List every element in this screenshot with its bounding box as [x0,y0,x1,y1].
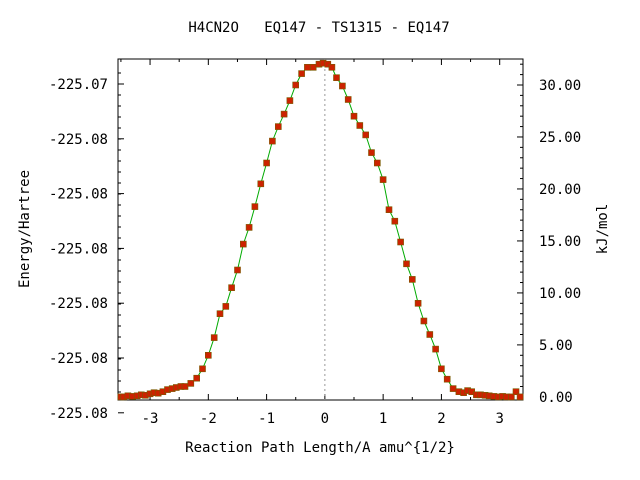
data-point [391,217,399,225]
data-point [280,110,288,118]
x-tick-label: -2 [200,411,217,427]
data-point [234,266,241,274]
x-tick-label: 2 [437,411,445,427]
data-point [263,159,270,167]
data-point [443,375,451,383]
data-point [507,393,515,401]
y2-tick-label: 15.00 [539,234,581,250]
data-point [228,284,235,292]
data-point [298,70,305,77]
data-point [222,303,230,310]
data-point [304,64,311,71]
x-tick-label: 3 [495,411,503,427]
data-point [251,203,259,210]
data-point [309,64,317,71]
data-point [328,64,336,71]
data-point [432,345,439,353]
data-point [373,159,381,167]
y2-tick-label: 10.00 [539,286,581,302]
y-tick-label: -225.08 [49,132,108,148]
chart-title: H4CN2O EQ147 - TS1315 - EQ147 [188,20,449,36]
y2-tick-label: 30.00 [539,78,581,94]
data-point [269,137,276,145]
data-point [362,131,370,139]
y2-tick-label: 0.00 [539,390,573,406]
data-point [408,276,416,283]
y-tick-label: -225.07 [49,77,108,93]
ticks-layer: -3 -2 -1 0 1 2 30.005.0010.0015.0020.0025.0030… [49,59,581,427]
data-point [426,331,434,338]
data-point [257,180,265,188]
data-point [205,351,212,359]
data-point [240,240,247,248]
data-point [286,97,294,104]
x-tick-label: -3 [142,411,159,427]
data-point [356,122,364,129]
data-point [512,388,520,396]
x-tick-label: 1 [379,411,387,427]
plot-frame [117,58,524,401]
data-point [216,310,224,318]
data-point [274,123,282,130]
data-point [379,176,387,183]
data-point [449,385,457,392]
energy-profile-line [120,62,521,398]
y-tick-label: -225.08 [49,351,108,367]
y-tick-label: -225.08 [49,406,108,422]
y2-tick-label: 5.00 [539,338,573,354]
data-point [385,206,393,213]
data-point [187,380,195,387]
data-point [368,149,375,156]
data-point [397,238,404,246]
x-tick-label: 0 [321,411,329,427]
y2-axis-label: kJ/mol [595,204,611,255]
y-axis-label: Energy/Hartree [17,170,33,288]
y-tick-label: -225.08 [49,187,108,203]
data-point [438,365,445,373]
y2-tick-label: 20.00 [539,182,581,198]
y-tick-label: -225.08 [49,296,108,312]
x-tick-label: -1 [258,411,275,427]
data-point [420,317,428,325]
data-point [210,334,218,341]
data-point [181,383,189,390]
data-point [245,224,253,231]
data-point [403,260,410,268]
data-points-layer [117,59,524,401]
x-axis-label: Reaction Path Length/A amu^{1/2} [185,440,455,456]
data-point [339,82,346,90]
y-tick-label: -225.08 [49,241,108,257]
data-point [350,112,358,120]
data-point [333,74,340,81]
data-point [344,96,352,103]
data-point [516,393,524,401]
data-point [292,81,300,89]
data-point [414,299,422,307]
y2-tick-label: 25.00 [539,130,581,146]
data-point [193,374,200,382]
data-point [199,365,206,373]
